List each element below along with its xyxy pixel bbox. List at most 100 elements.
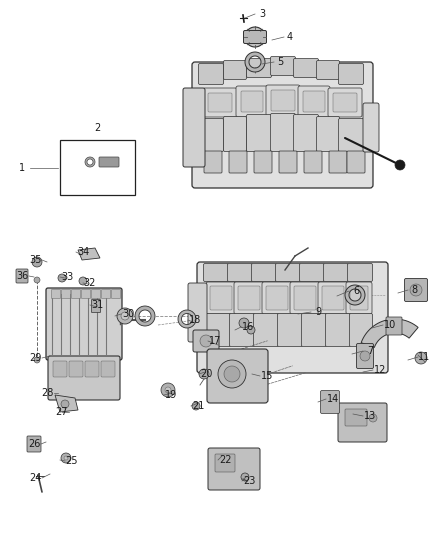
- Wedge shape: [85, 157, 95, 167]
- FancyBboxPatch shape: [230, 313, 254, 346]
- Wedge shape: [245, 52, 265, 72]
- Text: 5: 5: [277, 57, 283, 67]
- FancyBboxPatch shape: [357, 343, 374, 368]
- Text: 6: 6: [353, 286, 359, 296]
- FancyBboxPatch shape: [223, 61, 247, 79]
- FancyBboxPatch shape: [303, 91, 325, 112]
- FancyBboxPatch shape: [192, 62, 373, 188]
- FancyBboxPatch shape: [298, 86, 330, 117]
- Bar: [60, 140, 135, 195]
- FancyBboxPatch shape: [223, 117, 247, 151]
- FancyBboxPatch shape: [346, 282, 372, 314]
- FancyBboxPatch shape: [294, 286, 316, 310]
- FancyBboxPatch shape: [198, 118, 223, 151]
- FancyBboxPatch shape: [102, 289, 110, 298]
- FancyBboxPatch shape: [328, 88, 362, 117]
- FancyBboxPatch shape: [234, 282, 264, 314]
- FancyBboxPatch shape: [92, 300, 100, 312]
- Text: 9: 9: [315, 307, 321, 317]
- FancyBboxPatch shape: [293, 115, 318, 151]
- FancyBboxPatch shape: [247, 115, 272, 151]
- Text: 18: 18: [189, 315, 201, 325]
- Circle shape: [165, 387, 171, 393]
- FancyBboxPatch shape: [290, 282, 320, 314]
- FancyBboxPatch shape: [61, 289, 71, 298]
- Circle shape: [64, 456, 68, 460]
- FancyBboxPatch shape: [301, 313, 326, 346]
- Polygon shape: [361, 319, 418, 348]
- FancyBboxPatch shape: [254, 313, 279, 346]
- FancyBboxPatch shape: [207, 349, 268, 403]
- FancyBboxPatch shape: [324, 263, 349, 281]
- FancyBboxPatch shape: [386, 317, 402, 335]
- FancyBboxPatch shape: [304, 151, 322, 173]
- FancyBboxPatch shape: [329, 151, 347, 173]
- Text: 32: 32: [84, 278, 96, 288]
- Circle shape: [415, 352, 427, 364]
- Circle shape: [58, 274, 66, 282]
- FancyBboxPatch shape: [204, 263, 229, 281]
- FancyBboxPatch shape: [251, 263, 276, 281]
- Circle shape: [247, 326, 255, 334]
- Circle shape: [192, 402, 200, 410]
- Text: 14: 14: [327, 394, 339, 404]
- FancyBboxPatch shape: [81, 289, 91, 298]
- FancyBboxPatch shape: [276, 263, 300, 281]
- Text: 27: 27: [56, 407, 68, 417]
- Circle shape: [245, 27, 265, 47]
- FancyBboxPatch shape: [16, 269, 28, 283]
- Circle shape: [241, 473, 249, 481]
- FancyBboxPatch shape: [48, 356, 120, 400]
- FancyBboxPatch shape: [101, 361, 115, 377]
- Circle shape: [239, 318, 249, 328]
- Circle shape: [161, 383, 175, 397]
- Circle shape: [218, 360, 246, 388]
- Text: 17: 17: [209, 336, 221, 346]
- Text: 22: 22: [219, 455, 231, 465]
- Circle shape: [360, 351, 370, 361]
- Text: 20: 20: [200, 369, 212, 379]
- FancyBboxPatch shape: [262, 282, 292, 314]
- FancyBboxPatch shape: [321, 391, 339, 414]
- FancyBboxPatch shape: [278, 313, 303, 346]
- FancyBboxPatch shape: [208, 448, 260, 490]
- FancyBboxPatch shape: [347, 263, 372, 281]
- FancyBboxPatch shape: [46, 288, 122, 360]
- FancyBboxPatch shape: [266, 286, 288, 310]
- Text: 34: 34: [77, 247, 89, 257]
- Circle shape: [121, 312, 129, 320]
- FancyBboxPatch shape: [338, 403, 387, 442]
- FancyBboxPatch shape: [203, 88, 237, 117]
- FancyBboxPatch shape: [204, 313, 230, 346]
- FancyBboxPatch shape: [215, 454, 235, 472]
- Text: 35: 35: [29, 255, 41, 265]
- FancyBboxPatch shape: [197, 262, 388, 373]
- Text: 7: 7: [367, 346, 373, 356]
- FancyBboxPatch shape: [317, 117, 339, 151]
- Text: 23: 23: [243, 476, 255, 486]
- FancyBboxPatch shape: [247, 59, 272, 77]
- Circle shape: [61, 453, 71, 463]
- FancyBboxPatch shape: [27, 436, 41, 452]
- FancyBboxPatch shape: [188, 283, 207, 342]
- Text: 30: 30: [122, 309, 134, 319]
- FancyBboxPatch shape: [350, 313, 372, 346]
- FancyBboxPatch shape: [112, 289, 120, 298]
- FancyBboxPatch shape: [193, 330, 219, 352]
- FancyBboxPatch shape: [241, 91, 263, 112]
- FancyBboxPatch shape: [227, 263, 252, 281]
- FancyBboxPatch shape: [229, 151, 247, 173]
- Text: 10: 10: [384, 320, 396, 330]
- Wedge shape: [135, 306, 155, 326]
- Circle shape: [199, 369, 209, 379]
- Polygon shape: [55, 395, 78, 412]
- FancyBboxPatch shape: [317, 61, 339, 79]
- Text: 13: 13: [364, 411, 376, 421]
- Text: 4: 4: [287, 32, 293, 42]
- Circle shape: [61, 400, 69, 408]
- FancyBboxPatch shape: [244, 30, 266, 44]
- FancyBboxPatch shape: [183, 88, 205, 167]
- Text: 24: 24: [29, 473, 41, 483]
- Circle shape: [34, 277, 40, 283]
- Circle shape: [369, 414, 377, 422]
